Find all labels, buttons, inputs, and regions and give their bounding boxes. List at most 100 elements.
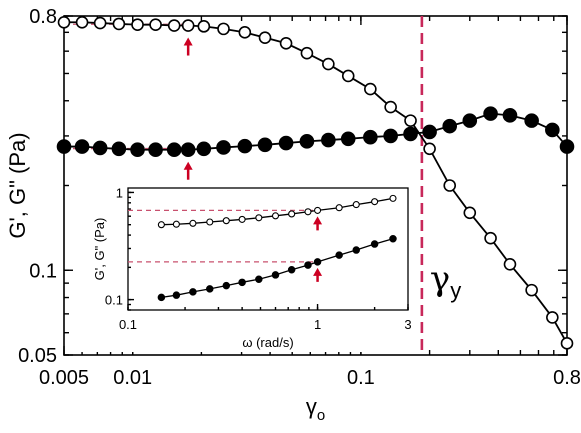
- open-marker: [279, 36, 293, 50]
- open-marker: [443, 179, 457, 192]
- open-marker: [181, 19, 195, 32]
- inset-arrow-head: [313, 267, 323, 276]
- inset-filled-marker: [172, 291, 181, 299]
- open-marker: [300, 46, 314, 60]
- filled-marker: [257, 137, 273, 153]
- inset-filled-marker: [352, 246, 361, 254]
- inset-filled-marker: [335, 251, 343, 259]
- open-marker: [57, 15, 71, 29]
- open-marker: [149, 18, 162, 32]
- open-marker: [404, 114, 417, 127]
- inset-open-marker: [389, 194, 397, 202]
- filled-marker: [92, 140, 108, 156]
- yield-strain-label: γy: [430, 259, 461, 303]
- inset-filled-marker: [255, 275, 263, 283]
- inset-filled-marker: [189, 288, 197, 296]
- filled-marker: [299, 134, 315, 149]
- inset-open-marker: [288, 210, 296, 218]
- x-tick-label: 0.005: [39, 367, 89, 389]
- x-axis-title: γo: [306, 394, 325, 424]
- inset-y-tick-label: 1: [116, 185, 123, 200]
- filled-marker: [148, 142, 163, 158]
- inset-open-marker: [314, 206, 322, 214]
- inset-filled-marker: [313, 258, 322, 266]
- x-tick-label: 0.1: [347, 367, 375, 389]
- inset-filled-marker: [271, 271, 280, 279]
- main-arrow-head: [183, 161, 193, 170]
- filled-marker: [559, 139, 575, 154]
- open-marker: [112, 17, 126, 31]
- filled-marker: [524, 113, 539, 128]
- filled-marker: [166, 142, 182, 158]
- y-tick-label: 0.1: [29, 260, 57, 282]
- filled-marker: [130, 142, 145, 158]
- filled-marker: [340, 131, 356, 147]
- open-marker: [131, 18, 144, 32]
- inset-open-marker: [255, 214, 263, 222]
- filled-marker: [216, 140, 231, 155]
- inset-open-marker: [271, 212, 280, 220]
- inset-plot: 0.1 1 3 1 0.1 ω (rad/s) G', G" (Pa): [76, 180, 416, 352]
- filled-marker: [462, 113, 478, 128]
- y-axis-title: G', G" (Pa): [5, 132, 30, 238]
- filled-marker: [180, 142, 196, 158]
- filled-marker: [56, 139, 72, 154]
- main-plot: 0.005 0.01 0.1 0.8 0.8 0.1 0.05 γo G', G" (Pa) γy: [5, 6, 581, 424]
- filled-marker: [383, 128, 398, 144]
- filled-marker: [196, 141, 212, 157]
- filled-marker: [502, 108, 518, 123]
- inset-filled-marker: [238, 278, 246, 287]
- inset-y-tick-label: 0.1: [105, 293, 123, 308]
- open-marker: [167, 19, 181, 32]
- inset-x-tick-label: 3: [404, 317, 411, 332]
- open-marker: [93, 16, 107, 30]
- open-marker: [560, 337, 574, 350]
- inset-filled-marker: [206, 285, 214, 293]
- filled-marker: [442, 118, 458, 134]
- filled-marker: [483, 106, 498, 121]
- open-marker: [258, 31, 272, 44]
- filled-marker: [111, 141, 127, 157]
- open-marker: [197, 20, 211, 33]
- inset-filled-marker: [287, 265, 296, 274]
- inset-filled-marker: [157, 293, 166, 302]
- filled-marker: [422, 124, 437, 140]
- open-marker: [525, 283, 538, 297]
- inset-x-tick-label: 1: [314, 317, 321, 332]
- open-marker: [503, 257, 517, 271]
- open-marker: [423, 142, 436, 156]
- filled-marker: [363, 129, 378, 145]
- inset-open-marker: [157, 221, 165, 229]
- inset-filled-marker: [389, 234, 397, 243]
- inset-open-marker: [222, 217, 230, 225]
- main-arrow-head: [183, 37, 193, 46]
- inset-filled-marker: [304, 261, 312, 269]
- open-marker: [384, 100, 397, 114]
- x-tick-label: 0.01: [113, 367, 152, 389]
- filled-marker: [545, 122, 560, 138]
- filled-marker: [237, 138, 253, 154]
- x-tick-label: 0.8: [553, 367, 581, 389]
- inset-open-marker: [189, 219, 197, 227]
- inset-arrow-head: [313, 216, 323, 225]
- filled-marker: [278, 135, 294, 151]
- inset-open-marker: [206, 218, 214, 226]
- inset-x-axis-title: ω (rad/s): [242, 335, 293, 350]
- inset-open-marker: [352, 201, 360, 209]
- open-marker: [463, 206, 477, 220]
- inset-filled-marker: [370, 240, 379, 248]
- open-marker: [341, 69, 355, 83]
- open-marker: [322, 57, 335, 71]
- filled-marker: [74, 139, 90, 154]
- open-marker: [217, 22, 230, 36]
- filled-marker: [403, 126, 418, 142]
- open-marker: [75, 15, 89, 29]
- inset-open-marker: [172, 220, 180, 228]
- open-marker: [238, 26, 252, 39]
- inset-x-tick-label: 0.1: [119, 317, 137, 332]
- filled-marker: [321, 132, 336, 148]
- open-marker: [364, 82, 377, 96]
- open-marker: [546, 311, 559, 324]
- inset-open-marker: [238, 215, 246, 223]
